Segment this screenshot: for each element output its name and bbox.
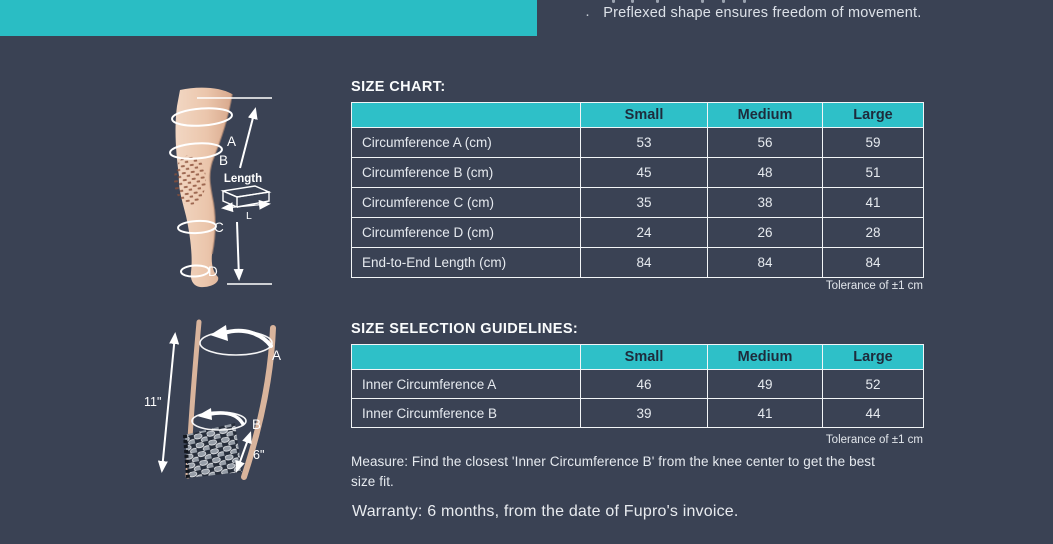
table-cell: 45 xyxy=(580,157,708,188)
knee-perforation-pattern xyxy=(174,155,206,205)
table-cell: 84 xyxy=(580,247,708,278)
table-cell: 84 xyxy=(707,247,823,278)
table-cell: 44 xyxy=(822,398,924,428)
header-cell-small: Small xyxy=(580,102,708,128)
bullet-dot-icon: · xyxy=(585,6,591,23)
row-label: Inner Circumference B xyxy=(351,398,581,428)
l-dimension-label: L xyxy=(246,210,252,222)
table-row: Circumference B (cm) 45 48 51 xyxy=(351,157,924,188)
table-row: Circumference C (cm) 35 38 41 xyxy=(351,187,924,218)
size-selection-title: SIZE SELECTION GUIDELINES: xyxy=(351,321,579,337)
table-cell: 51 xyxy=(822,157,924,188)
table-cell: 39 xyxy=(580,398,708,428)
table-cell: 41 xyxy=(822,187,924,218)
grip-length-label: 6" xyxy=(253,448,264,462)
header-cell-medium: Medium xyxy=(707,102,823,128)
measure-instruction: Measure: Find the closest 'Inner Circumf… xyxy=(351,454,876,489)
row-label: Inner Circumference A xyxy=(351,369,581,399)
table-cell: 35 xyxy=(580,187,708,218)
row-label: Circumference C (cm) xyxy=(351,187,581,218)
row-label: Circumference A (cm) xyxy=(351,127,581,158)
size-chart-header-row: Small Medium Large xyxy=(351,102,924,128)
length-label: Length xyxy=(224,173,262,185)
table-cell: 24 xyxy=(580,217,708,248)
circumference-a-label: A xyxy=(227,134,236,149)
size-selection-table: Small Medium Large Inner Circumference A… xyxy=(351,344,924,428)
table-row: Circumference A (cm) 53 56 59 xyxy=(351,127,924,158)
circumference-d-label: D xyxy=(208,264,218,279)
tolerance-note: Tolerance of ±1 cm xyxy=(825,434,923,446)
table-cell: 28 xyxy=(822,217,924,248)
header-cell-medium: Medium xyxy=(707,344,823,370)
table-cell: 53 xyxy=(580,127,708,158)
leg-measurement-diagram: A B C D Length L xyxy=(169,87,272,288)
row-label: Circumference D (cm) xyxy=(351,217,581,248)
sleeve-height-label: 11" xyxy=(144,395,161,409)
table-cell: 26 xyxy=(707,217,823,248)
inner-circumference-a-label: A xyxy=(272,348,281,363)
table-row: Inner Circumference B 39 41 44 xyxy=(351,398,924,428)
table-cell: 48 xyxy=(707,157,823,188)
grip-mesh-pattern xyxy=(183,423,242,479)
header-cell-large: Large xyxy=(822,344,924,370)
table-cell: 52 xyxy=(822,369,924,399)
header-cell-large: Large xyxy=(822,102,924,128)
size-chart-table: Small Medium Large Circumference A (cm) … xyxy=(351,102,924,278)
table-cell: 38 xyxy=(707,187,823,218)
table-row: Inner Circumference A 46 49 52 xyxy=(351,369,924,399)
table-cell: 49 xyxy=(707,369,823,399)
top-banner xyxy=(0,0,537,36)
table-cell: 84 xyxy=(822,247,924,278)
size-chart-title: SIZE CHART: xyxy=(351,79,446,95)
header-cell-empty xyxy=(351,102,581,128)
table-cell: 41 xyxy=(707,398,823,428)
header-cell-empty xyxy=(351,344,581,370)
sleeve-measurement-diagram: A B 11" 6" xyxy=(144,319,281,480)
length-box-icon xyxy=(220,185,272,209)
table-row: End-to-End Length (cm) 84 84 84 xyxy=(351,247,924,278)
feature-bullet: · Preflexed shape ensures freedom of mov… xyxy=(585,5,922,24)
table-row: Circumference D (cm) 24 26 28 xyxy=(351,217,924,248)
table-cell: 46 xyxy=(580,369,708,399)
row-label: End-to-End Length (cm) xyxy=(351,247,581,278)
inner-circumference-b-label: B xyxy=(252,417,261,432)
table-cell: 56 xyxy=(707,127,823,158)
size-selection-header-row: Small Medium Large xyxy=(351,344,924,370)
row-label: Circumference B (cm) xyxy=(351,157,581,188)
tolerance-note: Tolerance of ±1 cm xyxy=(825,280,923,292)
table-cell: 59 xyxy=(822,127,924,158)
warranty-note: Warranty: 6 months, from the date of Fup… xyxy=(352,503,739,520)
header-cell-small: Small xyxy=(580,344,708,370)
circumference-b-label: B xyxy=(219,153,228,168)
circumference-c-label: C xyxy=(214,220,224,235)
feature-bullet-text: Preflexed shape ensures freedom of movem… xyxy=(603,5,922,21)
